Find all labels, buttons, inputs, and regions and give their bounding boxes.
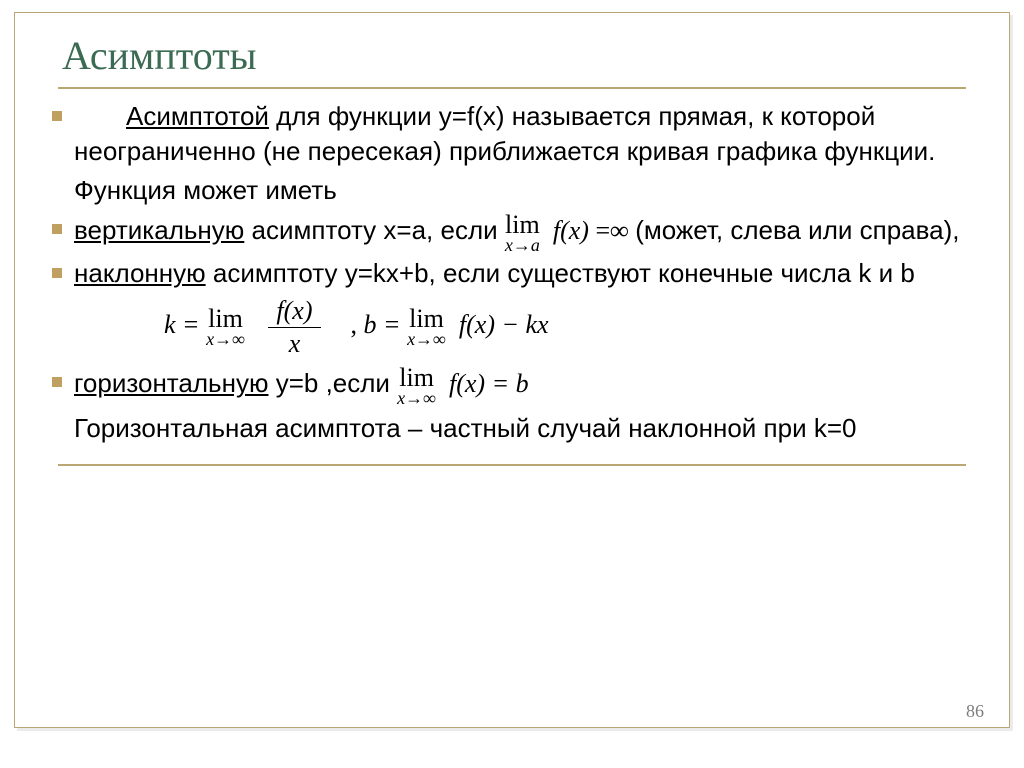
o-text: асимптоту y=kx+b, если существуют конечн… xyxy=(213,258,915,288)
bullet-vertical: вертикальную асимптоту x=a, если limx→a … xyxy=(46,212,966,254)
content: Асимптотой для функции y=f(x) называется… xyxy=(22,99,1002,446)
h-limit: limx→∞ f(x) = b xyxy=(397,369,528,398)
v-term: вертикальную xyxy=(74,215,244,245)
slide: Асимптоты Асимптотой для функции y=f(x) … xyxy=(0,0,1024,768)
v-text2: (может, слева или справа), xyxy=(635,215,959,245)
bullet-definition: Асимптотой для функции y=f(x) называется… xyxy=(46,99,966,169)
o-term: наклонную xyxy=(74,258,206,288)
page-number: 86 xyxy=(966,701,984,722)
h-text: y=b ,если xyxy=(276,368,397,398)
h-term: горизонтальную xyxy=(74,368,268,398)
bullet-oblique: наклонную асимптоту y=kx+b, если существ… xyxy=(46,256,966,363)
v-limit: limx→a f(x) =∞ xyxy=(505,216,635,245)
def-term: Асимптотой xyxy=(126,101,269,131)
o-formula: k = limx→∞ f(x)x , b = limx→∞ f(x) − kx xyxy=(74,291,966,363)
v-text1: асимптоту x=a, если xyxy=(252,215,505,245)
bullet-horizontal: горизонтальную y=b ,если limx→∞ f(x) = b xyxy=(46,365,966,407)
